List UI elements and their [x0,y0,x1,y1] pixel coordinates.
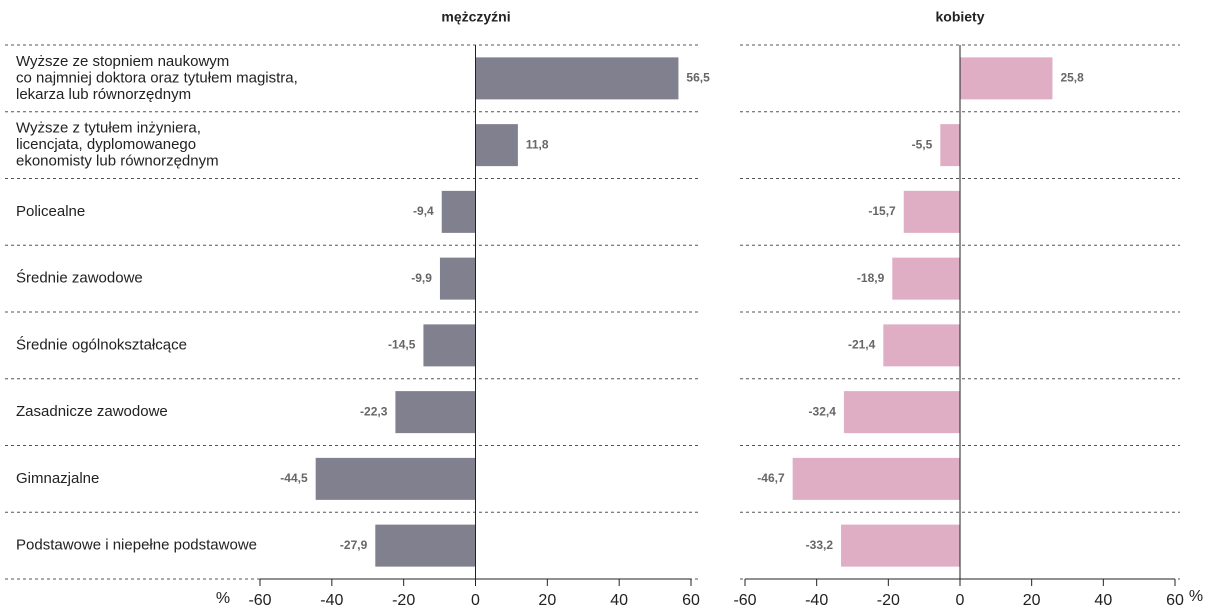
x-tick-label: 0 [471,592,480,609]
bar [395,391,476,434]
x-tick-label: -20 [877,592,900,609]
bar [960,57,1053,100]
bar [375,524,476,567]
category-label: Policealne [16,203,85,220]
value-label: 11,8 [526,137,549,151]
value-label: -18,9 [857,271,885,285]
bar [441,190,476,233]
bar [892,257,960,300]
x-axis-label: % [1189,588,1203,605]
x-axis-label: % [216,590,230,607]
x-tick-label: 40 [610,592,628,609]
category-label: Wyższe z tytułem inżyniera, licencjata, d… [16,120,219,170]
bar [792,457,960,500]
value-label: -14,5 [388,338,416,352]
x-tick-label: -60 [733,592,756,609]
x-tick-label: 20 [538,592,556,609]
x-tick-label: 60 [682,592,700,609]
value-label: -46,7 [757,471,785,485]
bar [841,524,960,567]
value-label: -5,5 [912,137,933,151]
category-label: Średnie ogólnokształcące [16,335,187,353]
category-label: Zasadnicze zawodowe [16,403,168,420]
bar [940,124,960,167]
x-tick-label: 20 [1023,592,1041,609]
category-label: Gimnazjalne [16,470,99,487]
x-tick-label: -20 [392,592,415,609]
x-tick-label: 0 [956,592,965,609]
value-label: -22,3 [360,404,388,418]
value-label: -27,9 [340,538,368,552]
bar [883,324,960,367]
value-label: -9,4 [413,204,434,218]
bar [903,190,960,233]
x-tick-label: -40 [805,592,828,609]
x-tick-label: 60 [1166,592,1184,609]
bar [475,57,679,100]
bar [439,257,476,300]
x-tick-label: -60 [248,592,271,609]
x-tick-label: -40 [320,592,343,609]
value-label: 56,5 [686,71,710,85]
value-label: -9,9 [411,271,432,285]
value-label: -15,7 [868,204,896,218]
value-label: -33,2 [806,538,834,552]
value-label: -44,5 [280,471,308,485]
value-label: -21,4 [848,338,876,352]
bar [843,391,960,434]
bar [475,124,518,167]
category-label: Podstawowe i niepełne podstawowe [16,537,257,554]
x-tick-label: 40 [1094,592,1112,609]
category-label: Wyższe ze stopniem naukowym co najmniej d… [16,53,298,103]
chart-title: kobiety [935,9,984,25]
category-label: Średnie zawodowe [16,269,143,287]
value-label: -32,4 [809,404,837,418]
bar [315,457,476,500]
bar [423,324,476,367]
chart-title: mężczyźni [441,9,510,25]
value-label: 25,8 [1060,71,1084,85]
